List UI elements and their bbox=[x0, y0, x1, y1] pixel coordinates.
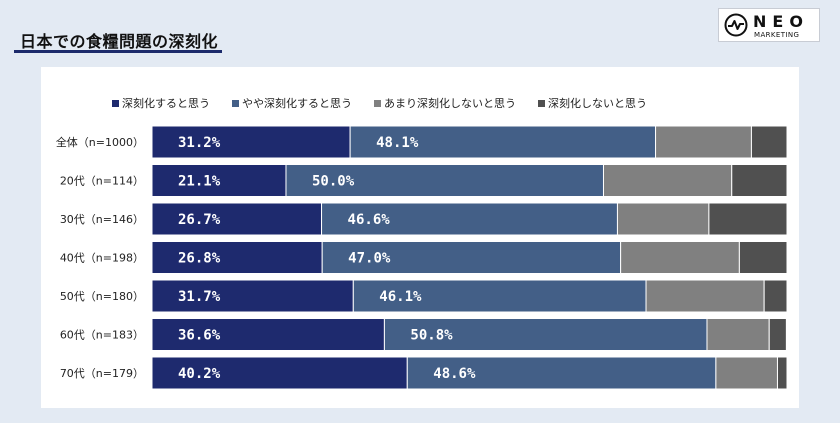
data-label: 21.1% bbox=[178, 174, 221, 190]
bar-segment bbox=[151, 356, 408, 390]
legend-swatch bbox=[374, 99, 381, 107]
chart-panel bbox=[41, 67, 799, 408]
legend-swatch bbox=[538, 99, 545, 107]
bar-segment bbox=[620, 241, 740, 274]
data-label: 36.6% bbox=[178, 328, 221, 344]
legend-label: あまり深刻化しないと思う bbox=[384, 97, 516, 110]
logo-subtext: MARKETING bbox=[754, 31, 800, 39]
pulse-logo-icon bbox=[724, 13, 748, 37]
data-label: 47.0% bbox=[348, 251, 391, 267]
legend-item-4: 深刻化しないと思う bbox=[538, 95, 647, 111]
neo-marketing-logo: NEO MARKETING bbox=[718, 8, 820, 42]
category-label: 50代（n=180） bbox=[60, 290, 144, 303]
bar-segment bbox=[708, 202, 788, 236]
category-label: 30代（n=146） bbox=[60, 213, 144, 226]
title-underline bbox=[14, 50, 222, 53]
data-label: 31.7% bbox=[178, 289, 221, 305]
bar-segment bbox=[151, 241, 323, 274]
bar-segment bbox=[151, 125, 351, 159]
bar-segment bbox=[750, 125, 788, 159]
category-label: 20代（n=114） bbox=[60, 175, 144, 188]
data-label: 50.0% bbox=[312, 174, 355, 190]
data-label: 48.1% bbox=[376, 135, 419, 151]
bar-segment bbox=[151, 164, 287, 197]
bar-segment bbox=[768, 318, 787, 351]
bar-segment bbox=[715, 356, 778, 390]
bar-segment bbox=[151, 318, 385, 351]
bar-segment bbox=[349, 125, 657, 159]
data-label: 40.2% bbox=[178, 366, 221, 382]
legend-item-2: やや深刻化すると思う bbox=[232, 95, 352, 111]
data-label: 50.8% bbox=[410, 328, 453, 344]
category-label: 60代（n=183） bbox=[60, 329, 144, 342]
page-title: 日本での食糧問題の深刻化 bbox=[20, 32, 219, 51]
bar-segment bbox=[738, 241, 788, 274]
bar-segment bbox=[383, 318, 708, 351]
data-label: 46.1% bbox=[379, 289, 422, 305]
data-label: 26.8% bbox=[178, 251, 221, 267]
data-label: 26.7% bbox=[178, 212, 221, 228]
data-label: 46.6% bbox=[348, 212, 391, 228]
legend-swatch bbox=[112, 99, 119, 107]
bar-segment bbox=[151, 202, 323, 236]
bar-segment bbox=[616, 202, 710, 236]
bar-segment bbox=[151, 279, 354, 313]
legend-item-3: あまり深刻化しないと思う bbox=[374, 95, 516, 111]
bar-segment bbox=[655, 125, 752, 159]
bar-segment bbox=[285, 164, 604, 197]
bar-segment bbox=[645, 279, 765, 313]
bar-segment bbox=[763, 279, 788, 313]
category-label: 40代（n=198） bbox=[60, 252, 144, 265]
bar-segment bbox=[321, 241, 622, 274]
bar-segment bbox=[706, 318, 770, 351]
legend-item-1: 深刻化すると思う bbox=[112, 95, 210, 111]
category-label: 全体（n=1000） bbox=[56, 135, 144, 149]
legend-swatch bbox=[232, 99, 239, 107]
bar-segment bbox=[731, 164, 788, 197]
legend-label: 深刻化すると思う bbox=[122, 97, 210, 110]
data-label: 48.6% bbox=[433, 366, 476, 382]
logo-wordmark: NEO bbox=[753, 12, 809, 31]
bar-segment bbox=[602, 164, 733, 197]
bar-segment bbox=[406, 356, 717, 390]
legend-label: 深刻化しないと思う bbox=[548, 97, 647, 110]
data-label: 31.2% bbox=[178, 135, 221, 151]
category-label: 70代（n=179） bbox=[60, 367, 144, 380]
legend-label: やや深刻化すると思う bbox=[242, 97, 352, 110]
chart-legend: 深刻化すると思う やや深刻化すると思う あまり深刻化しないと思う 深刻化しないと思う bbox=[112, 96, 669, 110]
bar-segment bbox=[776, 356, 788, 390]
